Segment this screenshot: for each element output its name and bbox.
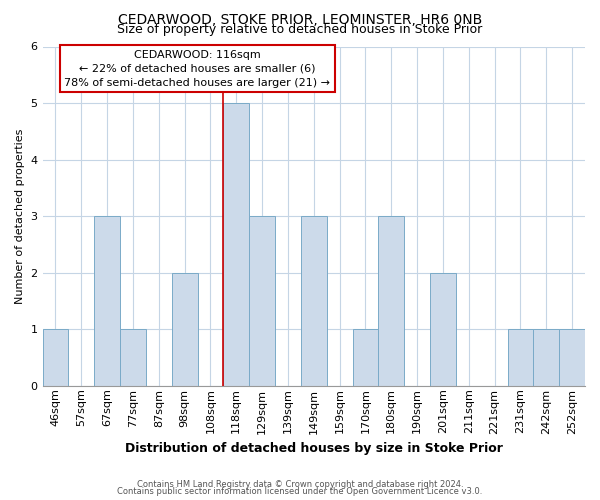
Bar — [430, 272, 456, 386]
Bar — [533, 329, 559, 386]
Text: Size of property relative to detached houses in Stoke Prior: Size of property relative to detached ho… — [118, 22, 482, 36]
Bar — [353, 329, 379, 386]
Bar — [120, 329, 146, 386]
Bar — [223, 103, 249, 386]
Y-axis label: Number of detached properties: Number of detached properties — [15, 128, 25, 304]
Bar — [379, 216, 404, 386]
Text: CEDARWOOD, STOKE PRIOR, LEOMINSTER, HR6 0NB: CEDARWOOD, STOKE PRIOR, LEOMINSTER, HR6 … — [118, 12, 482, 26]
Text: Contains HM Land Registry data © Crown copyright and database right 2024.: Contains HM Land Registry data © Crown c… — [137, 480, 463, 489]
Bar — [559, 329, 585, 386]
Bar — [249, 216, 275, 386]
X-axis label: Distribution of detached houses by size in Stoke Prior: Distribution of detached houses by size … — [125, 442, 503, 455]
Bar — [94, 216, 120, 386]
Bar — [172, 272, 197, 386]
Bar — [43, 329, 68, 386]
Bar — [508, 329, 533, 386]
Bar — [301, 216, 326, 386]
Text: Contains public sector information licensed under the Open Government Licence v3: Contains public sector information licen… — [118, 487, 482, 496]
Text: CEDARWOOD: 116sqm
← 22% of detached houses are smaller (6)
78% of semi-detached : CEDARWOOD: 116sqm ← 22% of detached hous… — [64, 50, 330, 88]
